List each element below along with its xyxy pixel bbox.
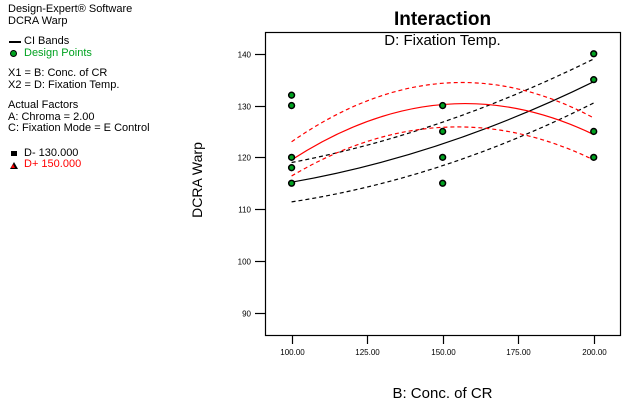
y-tick-label: 110	[238, 206, 251, 215]
actual-factors-title: Actual Factors	[8, 99, 79, 111]
y-tick-label: 100	[238, 258, 252, 267]
factor-a: A: Chroma = 2.00	[8, 110, 95, 123]
x-tick-label: 200.00	[582, 348, 607, 357]
ci-bands-line-icon	[8, 36, 24, 48]
legend-item-d-plus: D+ 150.000	[8, 158, 150, 171]
d-levels-block: D- 130.000 D+ 150.000	[8, 146, 150, 171]
design-point	[439, 127, 447, 136]
x-tick-label: 175.00	[506, 348, 531, 357]
series-curve	[291, 58, 594, 164]
legend-item-design-points: Design Points	[8, 46, 150, 60]
series-curve	[291, 81, 594, 183]
chart-subtitle: D: Fixation Temp.	[384, 32, 501, 49]
design-point	[287, 91, 296, 99]
legend-item-ci-bands: CI Bands	[8, 35, 150, 48]
software-name: Design-Expert® Software	[8, 3, 133, 15]
design-point-dot-icon	[8, 48, 24, 60]
d-minus-label: D- 130.000	[24, 146, 79, 159]
design-point	[590, 127, 598, 136]
x-tick-label: 100.00	[280, 348, 305, 357]
series-curve	[291, 102, 594, 203]
x2-line: X2 = D: Fixation Temp.	[8, 78, 120, 91]
software-block: Design-Expert® Software DCRA Warp	[8, 3, 150, 27]
d-minus-square-icon	[8, 148, 24, 160]
design-point	[287, 101, 296, 110]
info-panel: Design-Expert® Software DCRA Warp CI Ban…	[8, 3, 150, 180]
design-point	[287, 179, 296, 187]
design-point	[590, 76, 598, 84]
x1-line: X1 = B: Conc. of CR	[8, 67, 108, 79]
ci-bands-label: CI Bands	[24, 35, 70, 47]
design-point	[439, 179, 447, 187]
y-tick-label: 130	[238, 103, 252, 112]
d-plus-triangle-icon	[8, 159, 24, 171]
y-tick-label: 120	[238, 154, 252, 163]
design-points-label: Design Points	[24, 46, 92, 59]
design-point	[287, 153, 296, 161]
x-tick-label: 125.00	[355, 348, 380, 357]
design-point	[439, 101, 447, 110]
design-point	[439, 153, 447, 161]
y-tick-label: 140	[238, 51, 252, 60]
response-name: DCRA Warp	[8, 14, 68, 27]
legend-block: CI Bands Design Points	[8, 35, 150, 60]
design-point	[590, 50, 598, 58]
factors-block: X1 = B: Conc. of CR X2 = D: Fixation Tem…	[8, 67, 150, 91]
x-axis-title: B: Conc. of CR	[392, 385, 493, 402]
series-curve	[291, 81, 594, 143]
legend-item-d-minus: D- 130.000	[8, 146, 150, 160]
design-point	[287, 164, 296, 172]
factor-c: C: Fixation Mode = E Control	[8, 122, 150, 134]
x-tick-label: 150.00	[431, 348, 456, 357]
y-tick-label: 90	[242, 310, 251, 319]
actual-factors-block: Actual Factors A: Chroma = 2.00 C: Fixat…	[8, 99, 150, 135]
chart-title: Interaction	[393, 9, 492, 30]
d-plus-label: D+ 150.000	[24, 158, 82, 170]
series-curve	[291, 126, 594, 177]
design-point	[590, 153, 598, 161]
